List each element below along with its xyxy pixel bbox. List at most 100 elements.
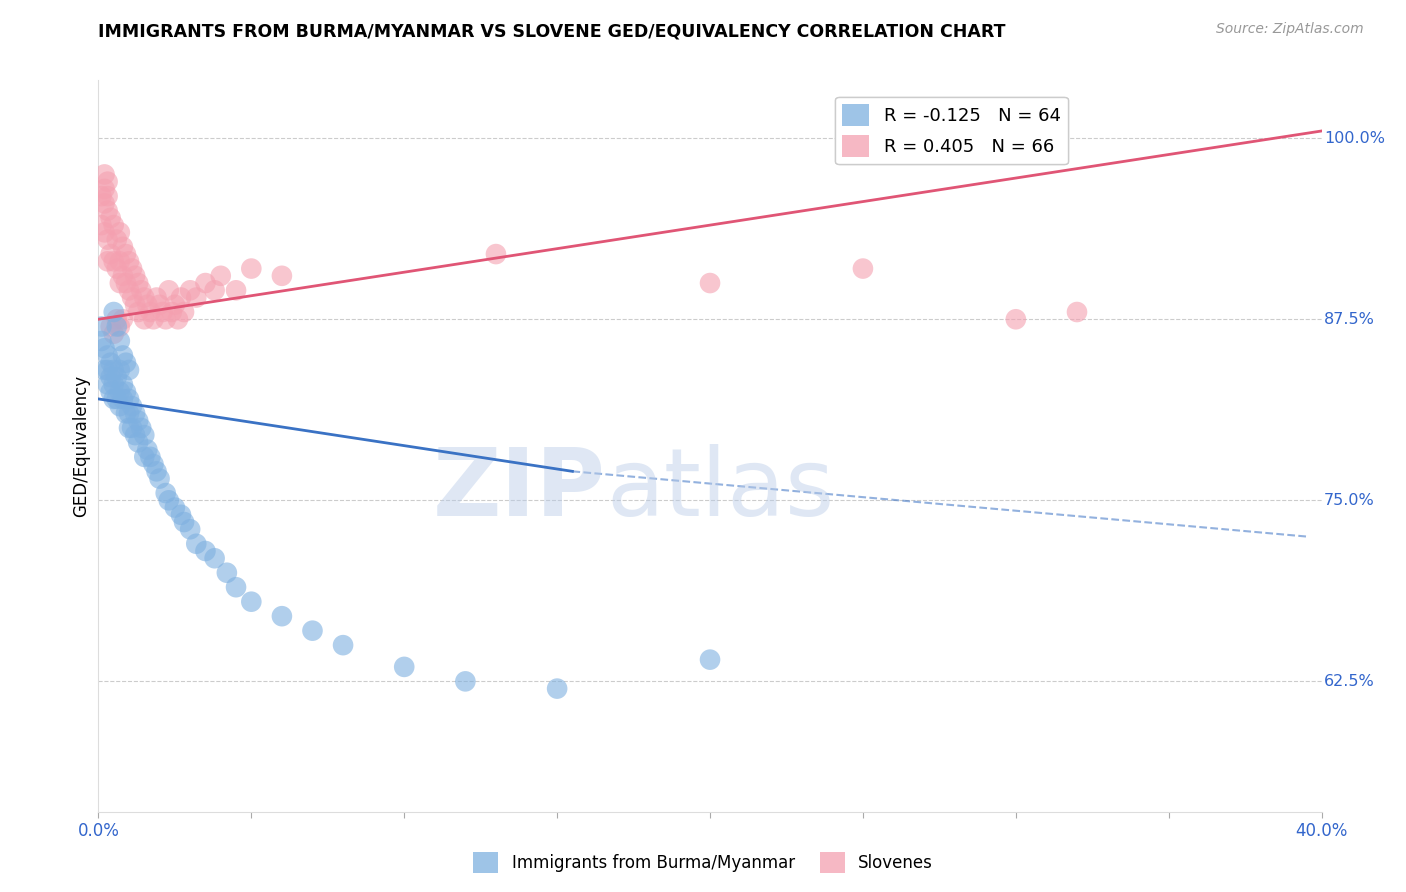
Point: [170, 291, 193, 305]
Point: [454, 674, 477, 689]
Point: [152, 305, 174, 319]
Point: [93, 225, 115, 239]
Point: [105, 319, 128, 334]
Point: [1066, 305, 1088, 319]
Point: [157, 283, 180, 297]
Point: [108, 225, 131, 239]
Point: [136, 298, 159, 312]
Point: [111, 312, 134, 326]
Point: [103, 254, 125, 268]
Point: [186, 291, 208, 305]
Point: [186, 537, 208, 551]
Point: [167, 312, 190, 326]
Point: [111, 349, 134, 363]
Point: [127, 305, 149, 319]
Point: [225, 283, 247, 297]
Point: [179, 283, 201, 297]
Point: [105, 312, 128, 326]
Point: [546, 681, 568, 696]
Point: [118, 363, 141, 377]
Point: [103, 305, 125, 319]
Point: [103, 377, 125, 392]
Point: [392, 660, 416, 674]
Text: atlas: atlas: [606, 444, 834, 536]
Point: [142, 457, 165, 471]
Point: [100, 356, 122, 370]
Point: [97, 377, 120, 392]
Point: [225, 580, 247, 594]
Point: [108, 319, 131, 334]
Point: [103, 392, 125, 406]
Point: [100, 211, 122, 225]
Point: [136, 442, 159, 457]
Point: [105, 392, 128, 406]
Point: [100, 247, 122, 261]
Point: [93, 168, 115, 182]
Point: [270, 609, 292, 624]
Point: [105, 370, 128, 384]
Point: [124, 428, 146, 442]
Legend: Immigrants from Burma/Myanmar, Slovenes: Immigrants from Burma/Myanmar, Slovenes: [467, 846, 939, 880]
Point: [173, 305, 195, 319]
Point: [115, 247, 138, 261]
Point: [134, 450, 156, 464]
Point: [115, 384, 138, 399]
Point: [108, 399, 131, 413]
Point: [90, 334, 112, 348]
Point: [100, 319, 122, 334]
Point: [699, 276, 721, 290]
Point: [194, 544, 217, 558]
Point: [134, 291, 156, 305]
Point: [93, 363, 115, 377]
Point: [108, 276, 131, 290]
Point: [139, 305, 162, 319]
Point: [124, 298, 146, 312]
Point: [93, 196, 115, 211]
Point: [121, 291, 143, 305]
Point: [127, 276, 149, 290]
Point: [97, 254, 120, 268]
Point: [163, 500, 186, 515]
Point: [332, 638, 354, 652]
Point: [301, 624, 323, 638]
Point: [118, 392, 141, 406]
Point: [97, 349, 120, 363]
Point: [155, 486, 177, 500]
Point: [145, 291, 167, 305]
Point: [90, 319, 112, 334]
Legend: R = -0.125   N = 64, R = 0.405   N = 66: R = -0.125 N = 64, R = 0.405 N = 66: [835, 96, 1069, 164]
Point: [163, 298, 186, 312]
Point: [100, 370, 122, 384]
Point: [215, 566, 238, 580]
Point: [160, 305, 183, 319]
Point: [240, 595, 263, 609]
Point: [209, 268, 232, 283]
Point: [93, 182, 115, 196]
Point: [108, 334, 131, 348]
Point: [115, 356, 138, 370]
Point: [134, 312, 156, 326]
Point: [108, 254, 131, 268]
Point: [179, 522, 201, 536]
Point: [121, 399, 143, 413]
Point: [97, 363, 120, 377]
Point: [134, 428, 156, 442]
Point: [699, 653, 721, 667]
Point: [103, 218, 125, 232]
Point: [121, 261, 143, 276]
Point: [105, 261, 128, 276]
Text: 62.5%: 62.5%: [1324, 673, 1375, 689]
Point: [97, 175, 120, 189]
Point: [129, 421, 152, 435]
Point: [157, 493, 180, 508]
Point: [194, 276, 217, 290]
Point: [1004, 312, 1026, 326]
Point: [111, 377, 134, 392]
Point: [111, 268, 134, 283]
Point: [145, 464, 167, 478]
Point: [97, 203, 120, 218]
Point: [118, 406, 141, 420]
Text: 87.5%: 87.5%: [1324, 312, 1375, 326]
Point: [127, 435, 149, 450]
Point: [105, 233, 128, 247]
